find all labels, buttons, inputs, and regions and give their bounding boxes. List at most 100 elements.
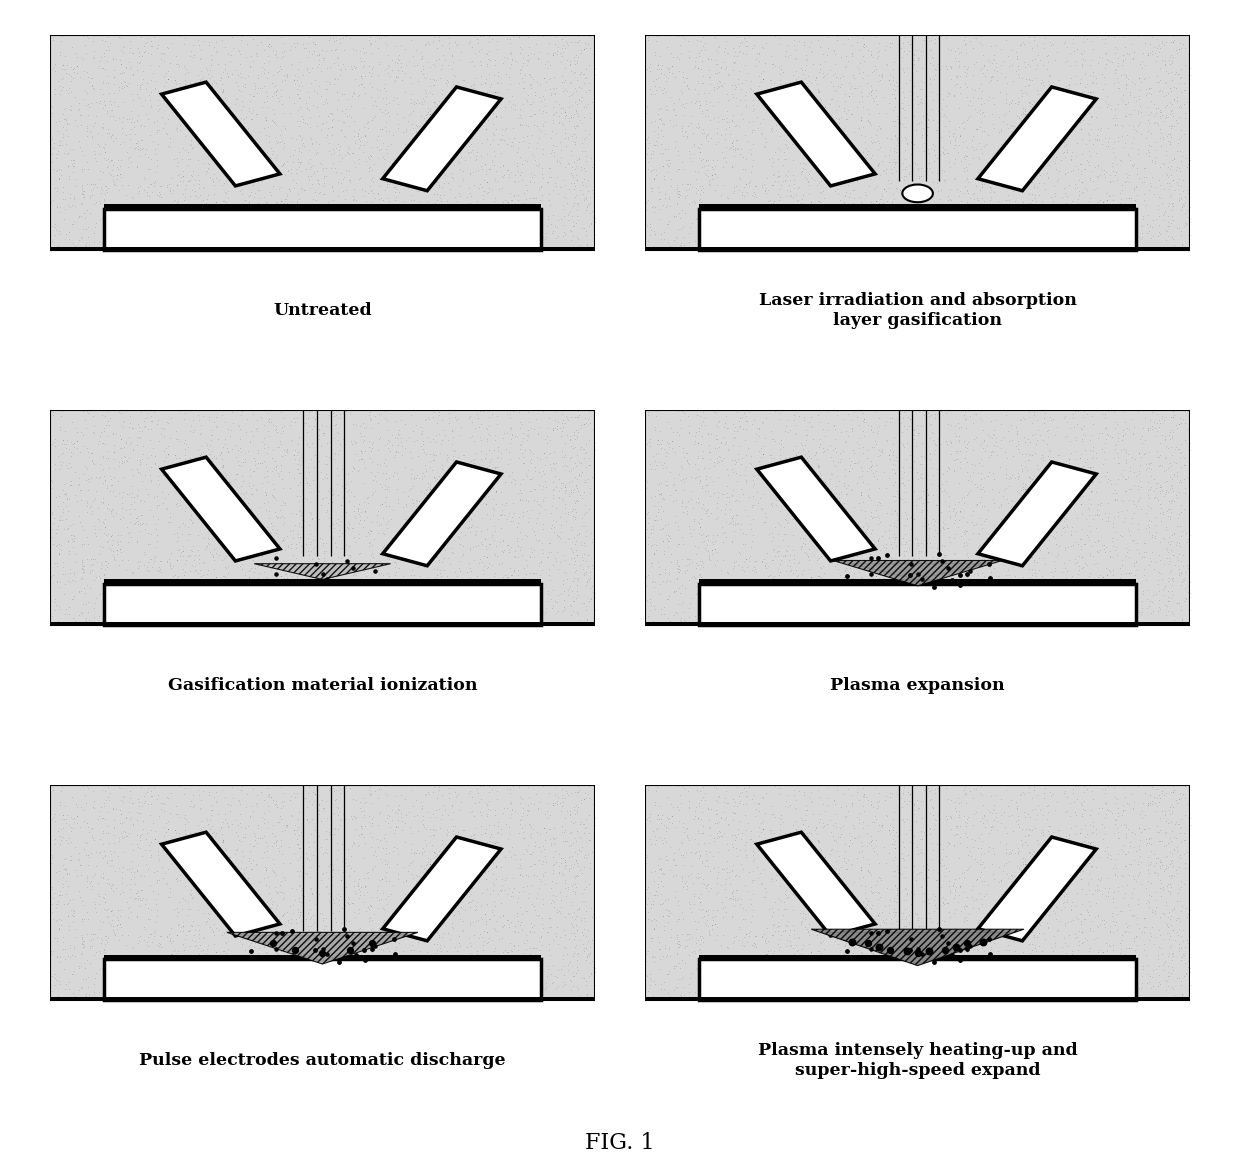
Point (124, 990, 144, 1009)
Point (62, 214, 82, 233)
Point (800, 934, 820, 953)
Point (66, 110, 86, 129)
Point (378, 806, 398, 825)
Point (997, 115, 1017, 134)
Point (508, 185, 528, 204)
Point (405, 908, 425, 927)
Point (782, 976, 802, 995)
Point (229, 795, 249, 813)
Point (692, 499, 712, 518)
Point (1138, 956, 1158, 975)
Point (1140, 898, 1159, 917)
Point (275, 959, 295, 977)
Point (1008, 216, 1028, 234)
Point (1048, 171, 1068, 190)
Point (725, 552, 745, 571)
Point (653, 156, 673, 175)
Point (1022, 71, 1042, 90)
Point (330, 945, 350, 963)
Point (487, 414, 507, 432)
Point (827, 962, 847, 981)
Point (577, 572, 596, 591)
Point (940, 134, 960, 152)
Point (242, 485, 262, 504)
Point (1069, 171, 1089, 190)
Point (171, 232, 191, 251)
Point (47, 932, 67, 950)
Point (291, 554, 311, 573)
Point (362, 940, 382, 959)
Point (1162, 195, 1182, 213)
Point (1040, 67, 1060, 86)
Point (949, 571, 968, 590)
Point (48, 920, 68, 939)
Point (105, 486, 125, 505)
Point (693, 495, 713, 513)
Point (299, 28, 319, 47)
Point (683, 134, 703, 152)
Point (472, 97, 492, 116)
Point (941, 59, 961, 77)
Point (238, 577, 258, 595)
Point (954, 863, 973, 881)
Point (1083, 824, 1102, 843)
Point (1075, 909, 1095, 928)
Point (459, 506, 479, 525)
Point (1138, 481, 1158, 499)
Point (330, 784, 350, 803)
Point (97, 907, 117, 926)
Point (1126, 497, 1146, 516)
Point (549, 113, 569, 131)
Point (1109, 878, 1128, 897)
Point (554, 600, 574, 619)
Point (996, 818, 1016, 837)
Point (511, 810, 531, 829)
Point (1116, 482, 1136, 500)
Point (93, 513, 113, 532)
Point (1142, 45, 1162, 63)
Point (536, 979, 556, 997)
Point (719, 488, 739, 506)
Point (790, 875, 810, 894)
Point (1007, 48, 1027, 67)
Point (795, 74, 815, 93)
Point (129, 54, 149, 73)
Point (98, 67, 118, 86)
Point (367, 880, 387, 899)
Point (644, 872, 663, 891)
Point (810, 924, 830, 942)
Point (476, 165, 496, 184)
Point (1024, 800, 1044, 819)
Point (1054, 507, 1074, 526)
Point (732, 74, 751, 93)
Point (291, 219, 311, 238)
Point (124, 240, 144, 259)
Point (1112, 970, 1132, 989)
Point (61, 817, 81, 836)
Point (784, 550, 804, 568)
Point (760, 190, 780, 209)
Point (568, 980, 588, 999)
Point (201, 958, 221, 976)
Point (223, 539, 243, 558)
Point (999, 595, 1019, 614)
Point (463, 26, 482, 45)
Point (857, 560, 877, 579)
Point (511, 108, 531, 127)
Point (883, 476, 903, 495)
Point (978, 929, 998, 948)
Point (485, 168, 505, 186)
Point (890, 489, 910, 507)
Point (252, 240, 272, 259)
Point (1163, 867, 1183, 886)
Point (262, 904, 281, 922)
Point (50, 451, 69, 470)
Point (362, 931, 382, 949)
Point (229, 417, 249, 436)
Point (838, 101, 858, 120)
Point (838, 802, 858, 820)
Point (1004, 469, 1024, 488)
Point (464, 450, 484, 469)
Point (653, 458, 673, 477)
Point (709, 218, 729, 237)
